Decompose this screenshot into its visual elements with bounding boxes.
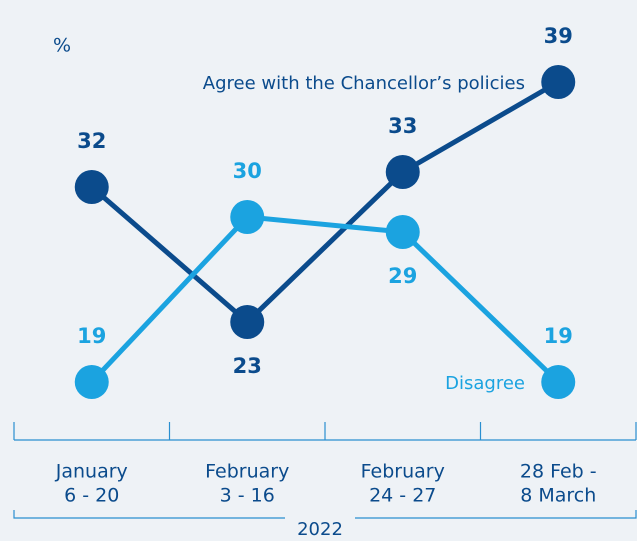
series-line (90, 79, 560, 326)
x-tick-label: February (205, 461, 289, 483)
point (74, 170, 109, 204)
series-label: Disagree (445, 373, 525, 394)
point (541, 365, 576, 399)
series-line (89, 214, 560, 384)
x-tick-label: 28 Feb - (520, 461, 597, 483)
point (230, 305, 265, 339)
value-label: 39 (544, 24, 573, 48)
point (230, 200, 265, 234)
group-label: 2022 (297, 519, 343, 540)
value-label: 19 (77, 324, 106, 348)
value-label: 29 (388, 264, 417, 288)
x-tick-label: 8 March (520, 485, 596, 507)
series-label: Agree with the Chancellor’s policies (203, 73, 525, 94)
x-tick-label: 3 - 16 (220, 485, 275, 507)
x-tick-label: February (361, 461, 445, 483)
point (385, 215, 420, 249)
point (385, 155, 420, 189)
group-bracket (13, 510, 637, 519)
value-label: 19 (544, 324, 573, 348)
x-tick-label: 6 - 20 (64, 485, 119, 507)
value-label: 33 (388, 114, 417, 138)
value-label: 32 (77, 129, 106, 153)
value-label: 23 (233, 354, 262, 378)
value-label: 30 (233, 159, 262, 183)
point (541, 65, 576, 99)
point (74, 365, 109, 399)
x-tick-label: 24 - 27 (369, 485, 436, 507)
x-tick-label: January (55, 461, 128, 483)
unit-label: % (53, 35, 71, 57)
